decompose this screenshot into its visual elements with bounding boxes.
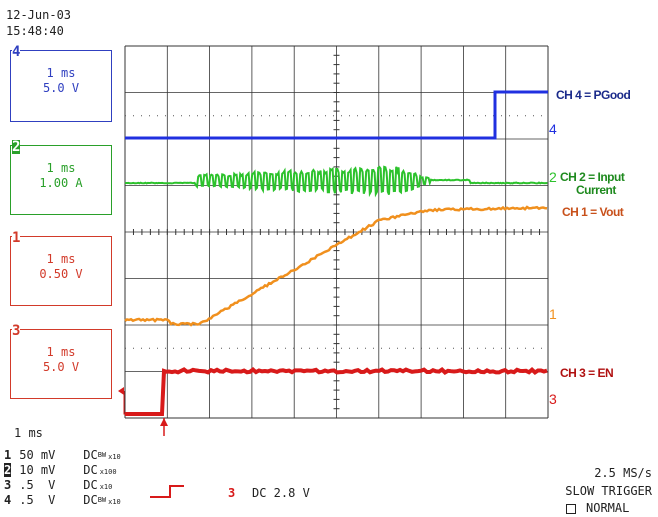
channel-2-scale: 1.00 A <box>39 176 83 190</box>
channel-setting-coupling: DC <box>83 463 98 477</box>
trigger-channel: 3 <box>228 486 236 500</box>
channel-setting-volts: .5 V <box>19 478 56 492</box>
trigger-symbol <box>150 484 186 503</box>
channel-setting-bandwidth: BW <box>97 451 107 459</box>
channel-2-box[interactable]: 2 1 ms 1.00 A <box>10 140 112 215</box>
channel-4-box[interactable]: 4 1 ms 5.0 V <box>10 45 112 122</box>
capture-time: 15:48:40 <box>6 24 64 38</box>
channel-setting-row: 3 .5 V DC x10 <box>4 478 112 494</box>
trigger-mode: SLOW TRIGGER <box>565 484 652 498</box>
timebase-readout: 1 ms <box>14 426 43 440</box>
channel-setting-probe: x100 <box>99 468 117 476</box>
channel-4-timebase: 1 ms <box>46 66 76 80</box>
channel-setting-row: 2 10 mV DC x100 <box>4 463 117 479</box>
channel-4-scale: 5.0 V <box>42 81 80 95</box>
ch2-marker: 2 <box>549 169 557 185</box>
channel-1-scale: 0.50 V <box>39 267 83 281</box>
channel-setting-volts: 50 mV <box>19 448 56 462</box>
ch2-label-line2: Current <box>576 183 616 197</box>
trace-ch3 <box>125 367 548 416</box>
channel-3-number: 3 <box>12 323 21 339</box>
channel-3-scale: 5.0 V <box>42 360 80 374</box>
channel-setting-row: 4 .5 V DCBW x10 <box>4 493 121 509</box>
acquisition-normal: NORMAL <box>566 501 629 515</box>
channel-setting-number: 1 <box>4 448 12 462</box>
trigger-edge-icon <box>150 485 184 498</box>
channel-setting-probe: x10 <box>108 453 121 461</box>
graticule <box>124 45 549 419</box>
ch4-label: CH 4 = PGood <box>556 88 631 102</box>
trigger-level-marker[interactable] <box>118 387 124 395</box>
channel-setting-bandwidth: BW <box>97 496 107 504</box>
trace-ch2 <box>124 165 548 198</box>
channel-4-number: 4 <box>12 44 21 60</box>
ch1-marker: 1 <box>549 306 557 322</box>
normal-checkbox[interactable] <box>566 503 576 514</box>
channel-1-box[interactable]: 1 1 ms 0.50 V <box>10 231 112 306</box>
channel-setting-coupling: DC <box>83 478 98 492</box>
channel-setting-coupling: DC <box>83 493 98 507</box>
channel-setting-number: 4 <box>4 493 12 507</box>
ch3-marker: 3 <box>549 391 557 407</box>
channel-1-number: 1 <box>12 230 21 246</box>
channel-1-timebase: 1 ms <box>46 252 76 266</box>
trigger-setting: DC 2.8 V <box>252 486 310 500</box>
channel-setting-probe: x10 <box>108 498 121 506</box>
ch3-ground-marker <box>123 391 160 415</box>
ch2-label-line1: CH 2 = Input <box>560 170 625 184</box>
channel-setting-row: 1 50 mV DCBW x10 <box>4 448 121 464</box>
channel-setting-probe: x10 <box>99 483 113 491</box>
channel-setting-number: 2 <box>4 463 12 477</box>
capture-date: 12-Jun-03 <box>6 8 72 22</box>
ch1-label: CH 1 = Vout <box>562 205 624 219</box>
channel-3-timebase: 1 ms <box>46 345 76 359</box>
channel-setting-volts: 10 mV <box>19 463 56 477</box>
channel-3-box[interactable]: 3 1 ms 5.0 V <box>10 324 112 399</box>
traces <box>124 90 548 416</box>
trace-ch4 <box>125 90 548 140</box>
channel-setting-number: 3 <box>4 478 12 492</box>
ch3-label: CH 3 = EN <box>560 366 614 380</box>
channel-setting-coupling: DC <box>83 448 98 462</box>
sample-rate: 2.5 MS/s <box>594 466 652 480</box>
channel-setting-volts: .5 V <box>19 493 56 507</box>
normal-label: NORMAL <box>586 501 630 515</box>
channel-2-number: 2 <box>12 139 21 155</box>
trace-ch1 <box>124 205 548 327</box>
ch4-marker: 4 <box>549 121 557 137</box>
channel-2-timebase: 1 ms <box>46 161 76 175</box>
